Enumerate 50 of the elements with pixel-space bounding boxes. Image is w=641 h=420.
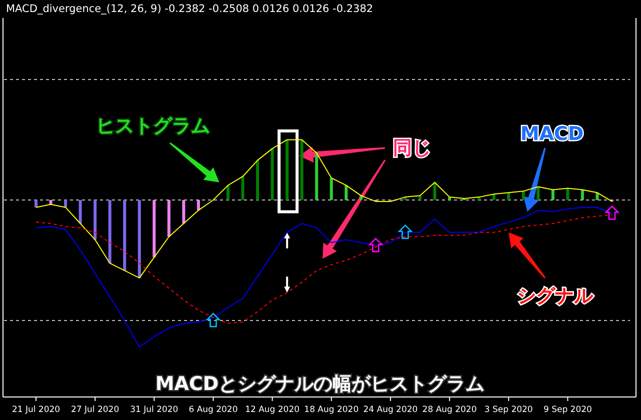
bar xyxy=(108,200,112,264)
chart-title: MACD_divergence_(12, 26, 9) -0.2382 -0.2508 0.0126 0.0126 -0.2382 xyxy=(6,3,374,15)
bar xyxy=(300,140,304,200)
x-tick-label: 3 Sep 2020 xyxy=(484,405,533,415)
point xyxy=(398,224,412,239)
annotation: 同じ xyxy=(393,137,431,159)
bar xyxy=(241,176,244,200)
x-tick-label: 28 Aug 2020 xyxy=(422,405,477,415)
bar xyxy=(182,200,186,224)
bar xyxy=(64,200,68,208)
annotation: MACD xyxy=(520,123,584,145)
x-tick-label: 24 Aug 2020 xyxy=(363,405,418,415)
point xyxy=(206,312,220,328)
text: MACDとシグナルの幅がヒストグラム xyxy=(155,373,485,395)
x-tick-label: 21 Jul 2020 xyxy=(12,405,60,415)
bar xyxy=(330,178,333,200)
bar xyxy=(522,191,525,200)
bar xyxy=(492,194,496,200)
point xyxy=(605,206,619,220)
bar xyxy=(196,200,200,210)
bar xyxy=(78,200,82,224)
bar xyxy=(256,160,260,200)
bar xyxy=(580,190,584,200)
bar xyxy=(270,148,274,200)
bar xyxy=(596,192,599,200)
point xyxy=(369,238,382,252)
bar xyxy=(94,200,97,240)
x-tick-label: 31 Jul 2020 xyxy=(130,405,178,415)
bar xyxy=(286,140,289,200)
bar xyxy=(418,196,422,200)
bar xyxy=(507,192,510,200)
bar xyxy=(344,185,348,200)
bar xyxy=(167,200,170,237)
bar xyxy=(34,200,38,208)
x-tick-label: 9 Sep 2020 xyxy=(543,405,592,415)
bar xyxy=(138,200,141,278)
bar xyxy=(536,186,540,200)
bar xyxy=(315,152,318,200)
x-tick-label: 6 Aug 2020 xyxy=(188,405,238,415)
bar xyxy=(551,190,554,200)
x-tick-label: 12 Aug 2020 xyxy=(245,405,300,415)
x-tick-label: 27 Jul 2020 xyxy=(71,405,120,415)
bar xyxy=(226,185,230,200)
annotation: シグナル xyxy=(517,285,594,307)
bar xyxy=(566,188,570,200)
text: ヒストグラム xyxy=(96,115,210,137)
x-tick-label: 18 Aug 2020 xyxy=(304,405,359,415)
bar xyxy=(123,200,126,271)
bar xyxy=(433,182,436,200)
bar xyxy=(152,200,156,258)
